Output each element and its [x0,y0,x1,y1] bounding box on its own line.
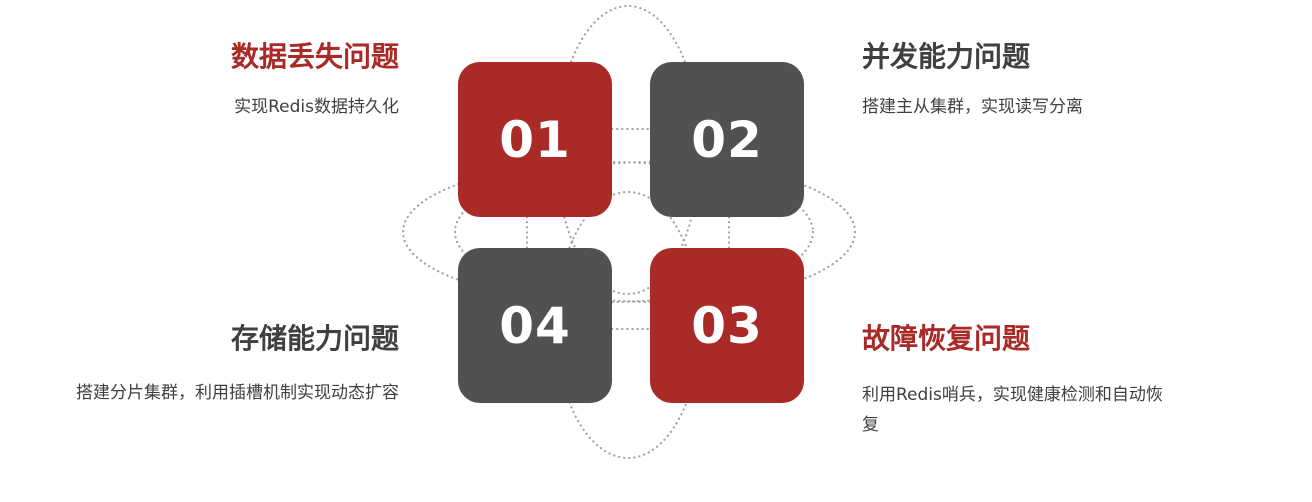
box-02-number: 02 [691,110,763,169]
item-01-title: 数据丢失问题 [230,40,399,73]
box-03: 03 [650,248,804,403]
box-01-number: 01 [499,110,571,169]
item-03-description: 利用Redis哨兵，实现健康检测和自动恢复 [862,385,1163,435]
item-04-description: 搭建分片集群，利用插槽机制实现动态扩容 [76,383,399,403]
box-01: 01 [458,62,612,217]
item-04-title: 存储能力问题 [230,322,399,355]
item-02-description: 搭建主从集群，实现读写分离 [862,97,1083,117]
item-03-title: 故障恢复问题 [862,322,1031,355]
item-02-title: 并发能力问题 [862,40,1031,73]
box-03-number: 03 [691,296,763,355]
box-04: 04 [458,248,612,403]
box-02: 02 [650,62,804,217]
item-01-description: 实现Redis数据持久化 [234,97,399,117]
box-04-number: 04 [499,296,571,355]
